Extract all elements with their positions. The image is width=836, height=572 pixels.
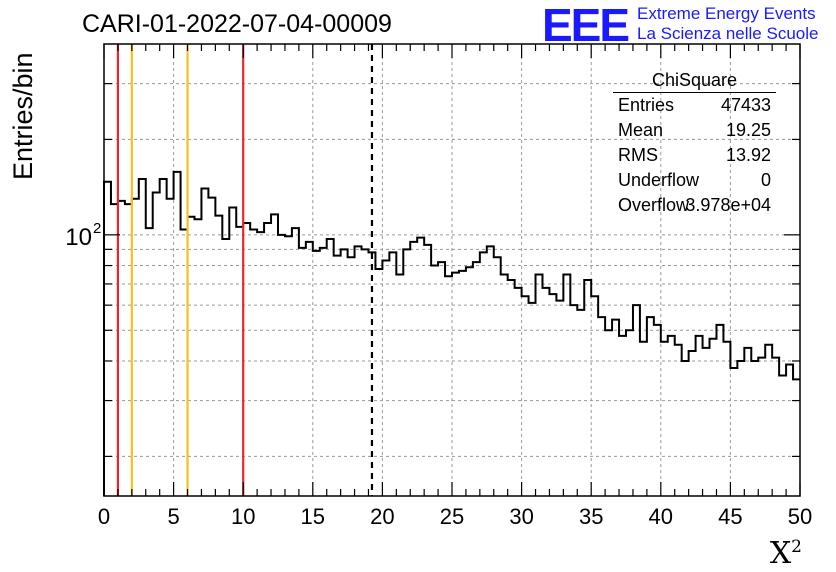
stats-value: 0 (760, 170, 771, 190)
x-tick-label: 10 (231, 504, 255, 529)
chart-title: CARI-01-2022-07-04-00009 (82, 10, 392, 38)
x-axis-label-superscript: 2 (791, 537, 802, 557)
x-tick-label: 20 (370, 504, 394, 529)
stats-key: Underflow (618, 170, 700, 190)
stats-value: 47433 (720, 95, 771, 115)
logo-line-1: Extreme Energy Events (637, 4, 816, 23)
histogram-outline (103, 170, 800, 496)
x-axis-label: X2 (770, 536, 802, 571)
x-tick-label: 0 (98, 504, 110, 529)
x-tick-label: 30 (509, 504, 533, 529)
x-tick-label: 25 (440, 504, 464, 529)
x-tick-label: 5 (167, 504, 179, 529)
stats-row-rms: RMS 13.92 (613, 143, 776, 168)
x-tick-label: 15 (301, 504, 325, 529)
stats-row-entries: Entries 47433 (613, 93, 776, 118)
y-tick-label-exponent: 2 (93, 220, 101, 237)
x-tick-label: 35 (579, 504, 603, 529)
x-tick-label: 50 (788, 504, 812, 529)
stats-key: RMS (618, 145, 658, 165)
eee-logo: EEE (542, 0, 630, 51)
stats-row-underflow: Underflow 0 (613, 168, 776, 193)
x-tick-label: 45 (718, 504, 742, 529)
stats-key: Mean (618, 120, 664, 140)
stats-title: ChiSquare (613, 68, 776, 93)
x-tick-label: 40 (649, 504, 673, 529)
stats-row-mean: Mean 19.25 (613, 118, 776, 143)
y-tick-label: 10 (65, 224, 92, 251)
stats-box: ChiSquare Entries 47433 Mean 19.25 RMS 1… (613, 68, 776, 218)
stats-key: Entries (618, 95, 675, 115)
stats-row-overflow: Overflow 3.978e+04 (613, 193, 776, 218)
x-axis-label-base: X (769, 536, 792, 571)
stats-value: 13.92 (725, 145, 771, 165)
stats-value: 19.25 (725, 120, 771, 140)
stats-value: 3.978e+04 (685, 195, 771, 215)
stats-key: Overflow (618, 195, 690, 215)
logo-line-2: La Scienza nelle Scuole (637, 24, 819, 43)
y-axis-label: Entries/bin (8, 52, 38, 180)
